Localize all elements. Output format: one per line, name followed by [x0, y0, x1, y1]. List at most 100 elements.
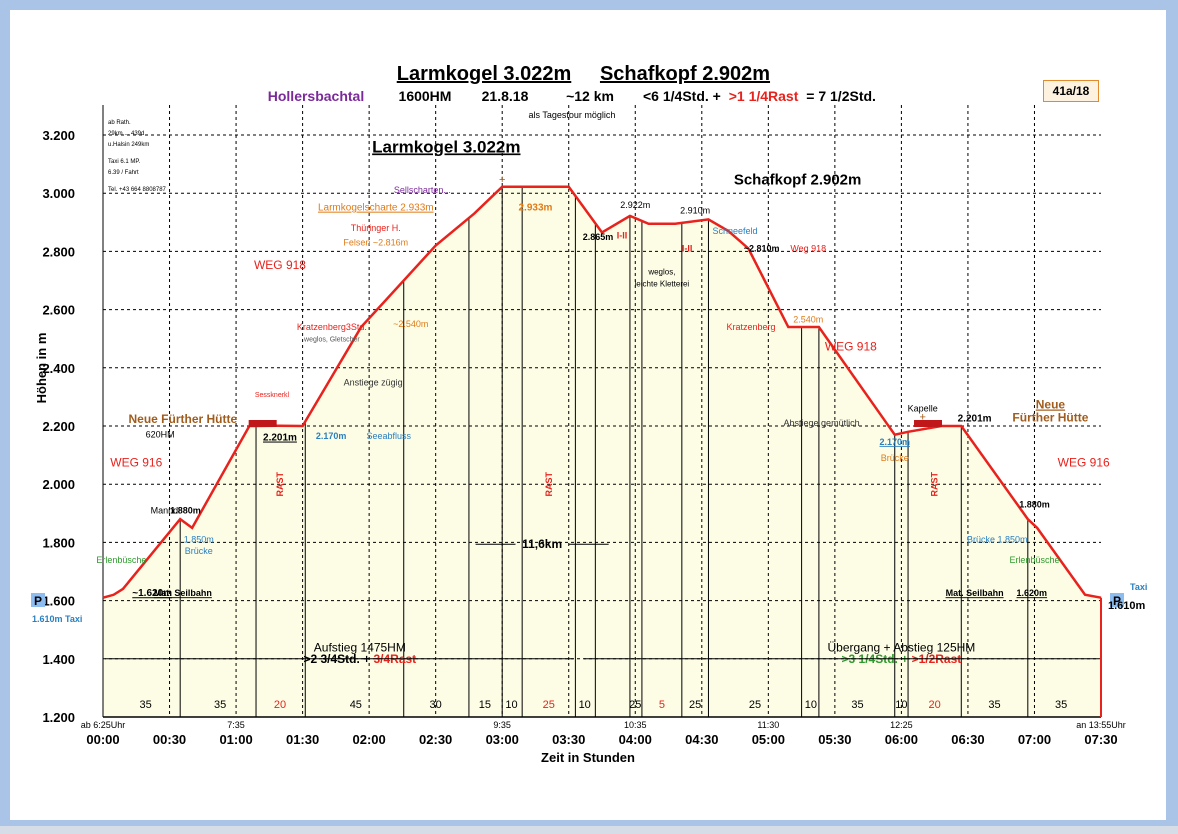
y-tick-label: 2.800 [42, 244, 75, 259]
segment-time-label: 10 [805, 699, 817, 711]
clock-time-label: 11:30 [757, 720, 779, 730]
profile-annotation: 2.910m [680, 206, 710, 216]
profile-annotation: leichte Kletterei [635, 279, 690, 288]
info-notes: ab Rath. 29km ... 439d u.Halsin 249km Taxi … [108, 120, 167, 193]
y-axis-label: Höhen in m [34, 333, 49, 404]
profile-annotation: 2.170m [879, 437, 910, 447]
profile-annotation: 620HM [146, 430, 175, 440]
cross-icon: + [919, 412, 925, 424]
time-pre: <6 1/4Std. + [643, 88, 721, 104]
x-tick-label: 03:30 [552, 732, 585, 747]
profile-annotation: 1.620m [1017, 588, 1048, 598]
profile-annotation: Larmkogelscharte 2.933m [318, 203, 434, 214]
x-axis-label: Zeit in Stunden [541, 750, 635, 765]
segment-time-label: 35 [988, 699, 1000, 711]
profile-annotation: 2.933m [519, 203, 553, 214]
profile-annotation: Mat. Seilbahn [154, 588, 212, 598]
y-tick-label: 1.200 [42, 710, 75, 725]
segment-time-label: 15 [479, 699, 491, 711]
y-tick-label: 2.400 [42, 361, 75, 376]
parking-altitude: 1.610m Taxi [32, 614, 82, 624]
segment-time-label: 10 [895, 699, 907, 711]
segment-time-label: 20 [274, 699, 286, 711]
time-summary: <6 1/4Std. + >1 1/4Rast = 7 1/2Std. [643, 88, 876, 104]
distance-label: ~12 km [566, 88, 614, 104]
profile-annotation: 2.201m [958, 414, 992, 425]
x-tick-label: 03:00 [486, 732, 519, 747]
x-tick-label: 04:30 [685, 732, 718, 747]
profile-annotation: 2.922m [620, 200, 650, 210]
hut-icon [914, 420, 943, 427]
profile-annotation: Felsen ~2.816m [343, 238, 408, 248]
profile-annotation: 1.880m [170, 505, 201, 515]
profile-annotation: Brücke 1.850m [967, 534, 1028, 544]
profile-annotation: Sessknerkl [255, 392, 290, 399]
y-tick-label: 2.200 [42, 419, 75, 434]
hm-label: 1600HM [399, 88, 452, 104]
segment-time-label: 10 [579, 699, 591, 711]
profile-annotation: Seeabfluss [366, 431, 411, 441]
rast-label: RAST [930, 471, 940, 496]
profile-annotation: 1.880m [1019, 499, 1050, 509]
profile-annotation: 11,6km [522, 537, 562, 551]
cross-icon: + [499, 174, 505, 186]
segment-time-label: 25 [629, 699, 641, 711]
y-tick-label: 1.400 [42, 652, 75, 667]
y-tick-label: 3.200 [42, 128, 75, 143]
profile-annotation: Schneefeld [713, 226, 758, 236]
segment-time-label: 25 [689, 699, 701, 711]
info-note-line: ab Rath. [108, 120, 131, 126]
profile-annotation: 2.201m [263, 433, 297, 444]
clock-time-label: 7:35 [227, 720, 245, 730]
x-tick-label: 00:00 [86, 732, 119, 747]
segment-time-label: 25 [543, 699, 555, 711]
y-tick-label: 3.000 [42, 186, 75, 201]
profile-annotation: weglos, Gletscher [303, 337, 360, 344]
segment-time-label: 10 [505, 699, 517, 711]
profile-annotation: Erlenbüsche [1009, 555, 1059, 565]
time-total: = 7 1/2Std. [806, 88, 876, 104]
profile-annotation: WEG 918 [825, 339, 877, 353]
x-tick-label: 01:00 [219, 732, 252, 747]
profile-annotation: WEG 916 [110, 456, 162, 470]
x-tick-label: 04:00 [619, 732, 652, 747]
day-tour-note: als Tagestour möglich [529, 110, 616, 120]
profile-annotation: Mat. Seilbahn [946, 588, 1004, 598]
y-tick-label: 1.800 [42, 535, 75, 550]
profile-annotation: Brücke [185, 546, 213, 556]
clock-time-label: an 13:55Uhr [1076, 720, 1126, 730]
x-tick-label: 02:30 [419, 732, 452, 747]
profile-annotation: Abstiege gemütlich [784, 418, 860, 428]
chart-title-right: Schafkopf 2.902m [600, 63, 770, 85]
segment-time-label: 35 [139, 699, 151, 711]
segment-time-label: 20 [929, 699, 941, 711]
x-tick-label: 02:00 [353, 732, 386, 747]
x-tick-label: 05:30 [818, 732, 851, 747]
profile-annotation: Brücke [881, 453, 909, 463]
time-rest: >1 1/4Rast [729, 88, 799, 104]
profile-annotation: WEG 918 [254, 258, 306, 272]
clock-time-label: 9:35 [493, 720, 511, 730]
x-tick-label: 00:30 [153, 732, 186, 747]
chart-title-left: Larmkogel 3.022m [397, 63, 572, 85]
profile-annotation: WEG 916 [1058, 456, 1110, 470]
x-tick-label: 07:00 [1018, 732, 1051, 747]
profile-annotation: 2.865m [583, 232, 614, 242]
profile-annotation: Kratzenberg3Std. [297, 322, 367, 332]
info-note-line: 29km ... 439d [108, 131, 144, 137]
profile-annotation: I-II [617, 230, 628, 240]
profile-annotation: weglos, [647, 268, 675, 277]
info-note-line: u.Halsin 249km [108, 142, 149, 148]
y-tick-label: 2.600 [42, 303, 75, 318]
y-tick-label: 1.600 [42, 594, 75, 609]
clock-time-label: 12:25 [890, 720, 913, 730]
info-note-line: Taxi 6.1 MP. [108, 159, 141, 165]
x-tick-label: 07:30 [1084, 732, 1117, 747]
profile-annotation: I-II [682, 243, 693, 253]
parking-label: P [1113, 594, 1121, 608]
profile-annotation: Erlenbüsche [96, 555, 146, 565]
profile-annotation: Übergang + Abstieg 125HM [828, 641, 976, 655]
profile-annotation: Thüringer H. [351, 223, 401, 233]
info-note-line: Tel. +43 664 8808787 [108, 187, 167, 193]
